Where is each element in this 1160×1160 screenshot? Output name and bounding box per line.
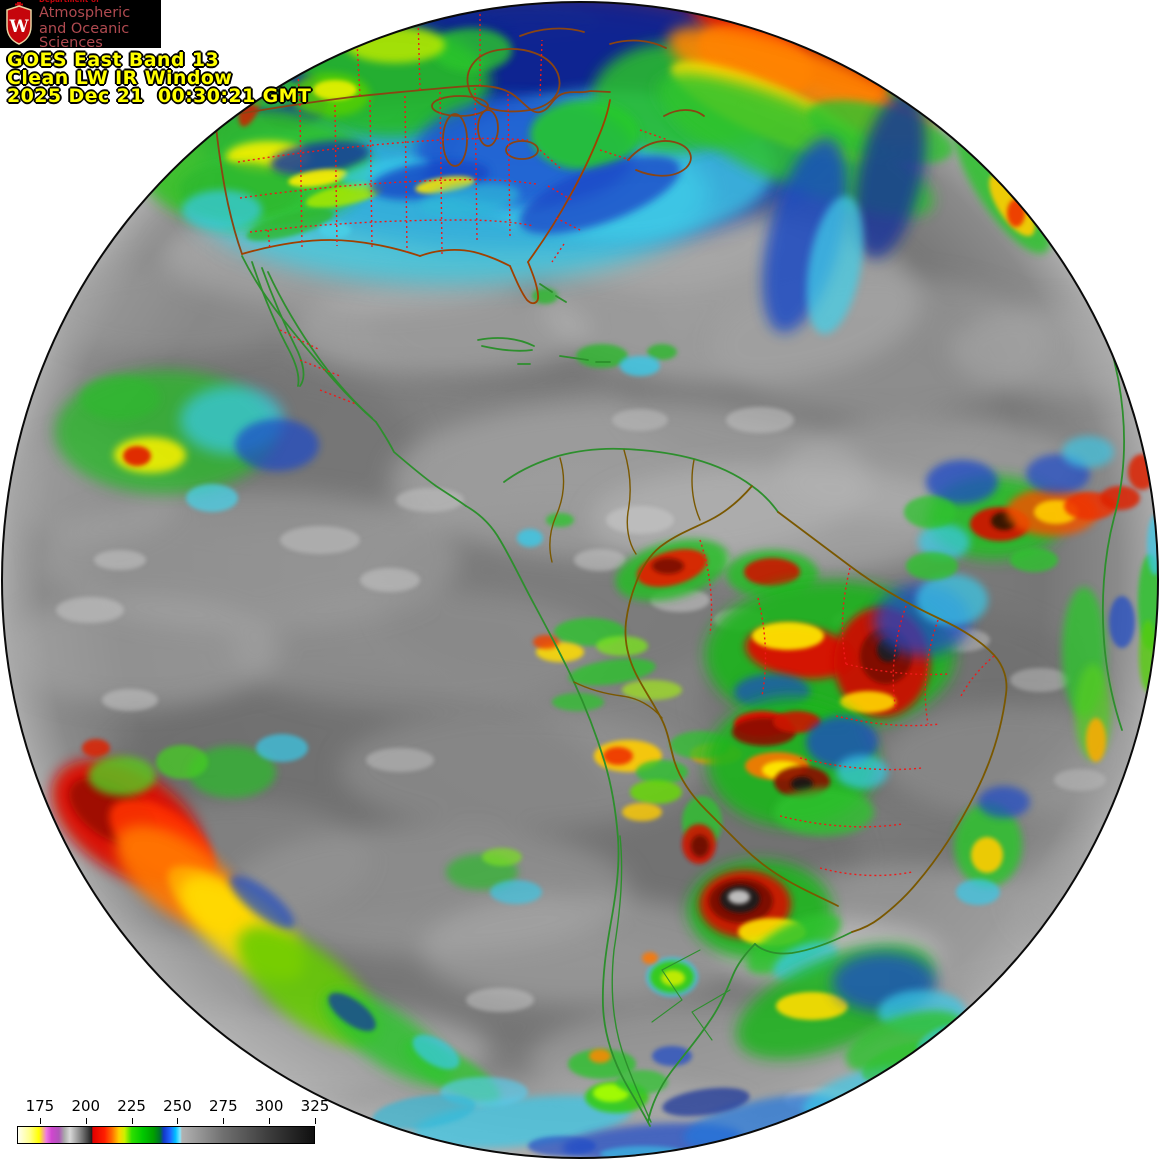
colorbar-tick-mark [269,1118,271,1124]
colorbar-tick-label: 175 [25,1097,55,1115]
colorbar-tick-mark [223,1118,225,1124]
borders-brazil [549,449,1008,933]
south-pacific-front [51,734,501,1104]
caribbean-specks [517,288,677,547]
header-product-name: Clean LW IR Window [7,67,233,89]
colorbar-tick-label: 275 [208,1097,238,1115]
pacific-nw-storm [140,73,520,241]
uw-crest-icon: W [6,2,32,45]
header-satellite-band: GOES East Band 13 [7,49,220,71]
colorbar-tick-mark [315,1118,316,1124]
logo-department-prefix: Department of [39,0,100,5]
east-pacific-convection [55,370,319,512]
itcz-convection [904,436,1156,572]
colorbar-tick-mark [85,1118,87,1124]
colorbar-tick-label: 325 [300,1097,330,1115]
colorbar-tick-mark [39,1118,41,1124]
colorbar-tick-label: 225 [117,1097,146,1115]
amazon-convection [446,539,988,904]
logo-line-2: and Oceanic Sciences [39,20,130,52]
colorbar-tick-label: 200 [71,1097,101,1115]
uruguay-severe-storm [642,860,841,997]
state-borders-dotted [237,14,995,877]
svg-text:W: W [8,17,29,37]
header-timestamp: 2025 Dec 21 00:30:21 GMT [7,85,312,107]
colorbar-gradient [17,1126,315,1144]
colorbar-tick-mark [131,1118,133,1124]
image-header: GOES East Band 13 Clean LW IR Window 202… [7,49,312,107]
colorbar-tick-label: 300 [254,1097,284,1115]
colorbar-tick-label: 250 [163,1097,192,1115]
colorbar-tick-mark [177,1118,179,1124]
logo-line-1: Atmospheric [39,5,131,22]
uw-aos-logo: W Department of Atmospheric and Oceanic … [0,0,161,52]
temperature-colorbar: 175 200 225 250 275 300 325 [17,1097,329,1149]
